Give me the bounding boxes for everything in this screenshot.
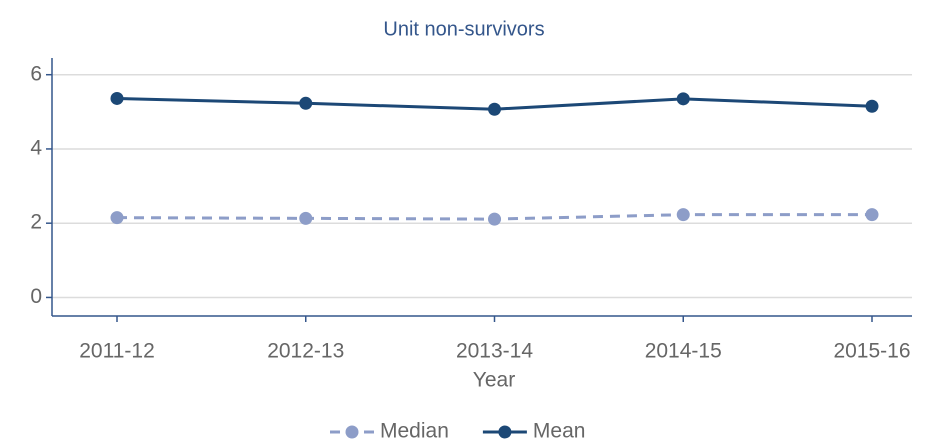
legend-label: Mean	[533, 420, 586, 443]
y-tick-label: 2	[30, 211, 42, 234]
point	[676, 92, 690, 106]
y-tick-label: 6	[30, 62, 42, 85]
y-tick-label: 4	[30, 136, 42, 159]
x-tick-label: 2014-15	[645, 340, 722, 363]
x-tick-label: 2011-12	[79, 340, 155, 363]
point	[299, 211, 313, 225]
x-tick-label: 2015-16	[833, 340, 910, 363]
point	[110, 211, 124, 225]
x-tick-label: 2012-13	[267, 340, 344, 363]
chart-title: Unit non-survivors	[383, 18, 544, 40]
point	[865, 99, 879, 113]
y-tick-label: 0	[30, 285, 42, 308]
x-tick-label: 2013-14	[456, 340, 533, 363]
legend-marker	[498, 425, 512, 439]
point	[110, 91, 124, 105]
point	[865, 208, 879, 222]
point	[676, 208, 690, 222]
point	[488, 102, 501, 116]
legend-label: Median	[380, 420, 449, 443]
point	[488, 212, 501, 226]
legend-marker	[345, 425, 359, 439]
point	[299, 96, 313, 110]
x-axis-label: Year	[473, 369, 515, 392]
